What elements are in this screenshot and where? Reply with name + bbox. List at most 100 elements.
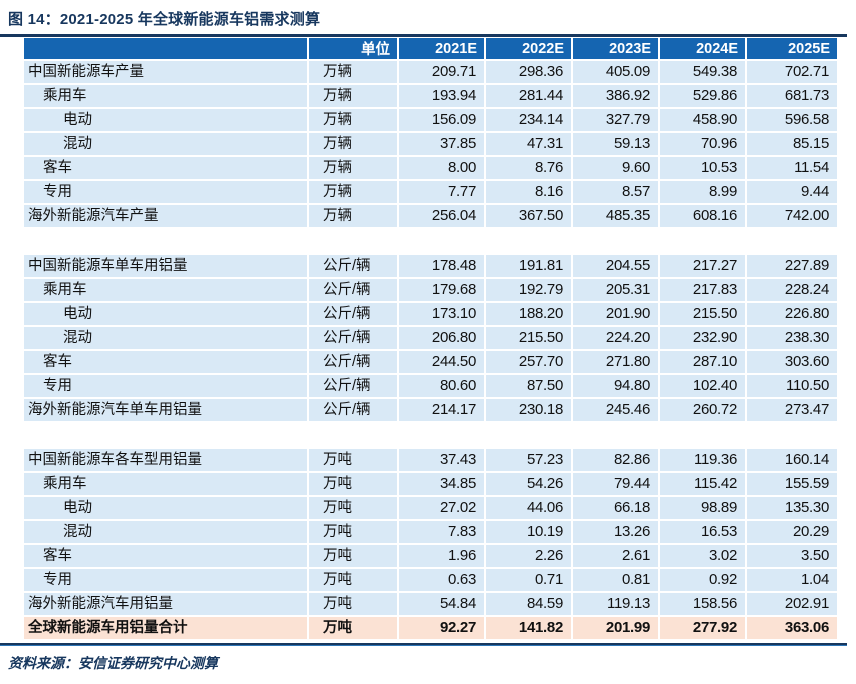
- year-column-header: 2025E: [747, 38, 837, 61]
- cell-value: 82.86: [573, 449, 660, 473]
- cell-value: 205.31: [573, 279, 660, 303]
- cell-value: 260.72: [660, 399, 747, 423]
- cell-value: 79.44: [573, 473, 660, 497]
- cell-value: 7.83: [399, 521, 486, 545]
- cell-value: 238.30: [747, 327, 837, 351]
- cell-value: 217.83: [660, 279, 747, 303]
- cell-value: 215.50: [486, 327, 573, 351]
- row-unit: 万辆: [309, 205, 399, 229]
- table-row: 中国新能源车单车用铝量 公斤/辆 178.48 191.81 204.55 217.27 2…: [24, 255, 837, 279]
- table-row: 专用 万吨 0.63 0.71 0.81 0.92 1.04: [24, 569, 837, 593]
- cell-value: 57.23: [486, 449, 573, 473]
- cell-value: 66.18: [573, 497, 660, 521]
- cell-value: 8.16: [486, 181, 573, 205]
- cell-value: 8.76: [486, 157, 573, 181]
- cell-value: 3.02: [660, 545, 747, 569]
- cell-value: 9.44: [747, 181, 837, 205]
- table-row: 客车 万吨 1.96 2.26 2.61 3.02 3.50: [24, 545, 837, 569]
- cell-value: 87.50: [486, 375, 573, 399]
- table-row: 专用 公斤/辆 80.60 87.50 94.80 102.40 110.50: [24, 375, 837, 399]
- gap-cell: [24, 229, 837, 255]
- row-label: 混动: [24, 327, 309, 351]
- table-bottom-rule: [0, 643, 847, 646]
- table-row: 海外新能源汽车产量 万辆 256.04 367.50 485.35 608.16 742.0…: [24, 205, 837, 229]
- table-row: 海外新能源汽车单车用铝量 公斤/辆 214.17 230.18 245.46 260.72…: [24, 399, 837, 423]
- cell-value: 2.61: [573, 545, 660, 569]
- row-label: 客车: [24, 545, 309, 569]
- row-unit: 万辆: [309, 133, 399, 157]
- row-unit: 公斤/辆: [309, 327, 399, 351]
- table-row: 混动 公斤/辆 206.80 215.50 224.20 232.90 238.30: [24, 327, 837, 351]
- cell-value: 485.35: [573, 205, 660, 229]
- row-label: 乘用车: [24, 85, 309, 109]
- cell-value: 228.24: [747, 279, 837, 303]
- cell-value: 8.99: [660, 181, 747, 205]
- table-header-row: 单位 2021E 2022E 2023E 2024E 2025E: [24, 38, 837, 61]
- total-row: 全球新能源车用铝量合计 万吨 92.27 141.82 201.99 277.92 363.…: [24, 617, 837, 641]
- row-label: 电动: [24, 109, 309, 133]
- cell-value: 271.80: [573, 351, 660, 375]
- cell-value: 47.31: [486, 133, 573, 157]
- cell-value: 3.50: [747, 545, 837, 569]
- table-row: 乘用车 公斤/辆 179.68 192.79 205.31 217.83 228.24: [24, 279, 837, 303]
- row-label: 混动: [24, 521, 309, 545]
- row-label: 电动: [24, 303, 309, 327]
- cell-value: 92.27: [399, 617, 486, 641]
- row-label: 乘用车: [24, 279, 309, 303]
- table-row: 客车 公斤/辆 244.50 257.70 271.80 287.10 303.60: [24, 351, 837, 375]
- row-unit: 万辆: [309, 109, 399, 133]
- row-label: 客车: [24, 157, 309, 181]
- cell-value: 244.50: [399, 351, 486, 375]
- cell-value: 245.46: [573, 399, 660, 423]
- cell-value: 191.81: [486, 255, 573, 279]
- cell-value: 214.17: [399, 399, 486, 423]
- row-unit: 万吨: [309, 617, 399, 641]
- cell-value: 201.99: [573, 617, 660, 641]
- row-unit: 万辆: [309, 61, 399, 85]
- table-row: 电动 万辆 156.09 234.14 327.79 458.90 596.58: [24, 109, 837, 133]
- table-row: 中国新能源车产量 万辆 209.71 298.36 405.09 549.38 702.71: [24, 61, 837, 85]
- cell-value: 405.09: [573, 61, 660, 85]
- row-label: 中国新能源车各车型用铝量: [24, 449, 309, 473]
- cell-value: 363.06: [747, 617, 837, 641]
- row-unit: 万吨: [309, 473, 399, 497]
- cell-value: 178.48: [399, 255, 486, 279]
- cell-value: 256.04: [399, 205, 486, 229]
- table-row: 混动 万辆 37.85 47.31 59.13 70.96 85.15: [24, 133, 837, 157]
- cell-value: 20.29: [747, 521, 837, 545]
- cell-value: 94.80: [573, 375, 660, 399]
- cell-value: 217.27: [660, 255, 747, 279]
- row-label: 海外新能源汽车产量: [24, 205, 309, 229]
- cell-value: 257.70: [486, 351, 573, 375]
- row-label: 乘用车: [24, 473, 309, 497]
- cell-value: 27.02: [399, 497, 486, 521]
- cell-value: 160.14: [747, 449, 837, 473]
- cell-value: 119.13: [573, 593, 660, 617]
- cell-value: 458.90: [660, 109, 747, 133]
- cell-value: 0.63: [399, 569, 486, 593]
- table-row: 电动 公斤/辆 173.10 188.20 201.90 215.50 226.80: [24, 303, 837, 327]
- row-label: 海外新能源汽车单车用铝量: [24, 399, 309, 423]
- year-column-header: 2022E: [486, 38, 573, 61]
- section-gap-row: [24, 229, 837, 255]
- table-row: 客车 万辆 8.00 8.76 9.60 10.53 11.54: [24, 157, 837, 181]
- cell-value: 13.26: [573, 521, 660, 545]
- cell-value: 298.36: [486, 61, 573, 85]
- cell-value: 98.89: [660, 497, 747, 521]
- cell-value: 0.81: [573, 569, 660, 593]
- row-label: 海外新能源汽车用铝量: [24, 593, 309, 617]
- cell-value: 119.36: [660, 449, 747, 473]
- row-unit: 万吨: [309, 569, 399, 593]
- row-label: 中国新能源车产量: [24, 61, 309, 85]
- cell-value: 303.60: [747, 351, 837, 375]
- row-unit: 公斤/辆: [309, 399, 399, 423]
- label-column-header: [24, 38, 309, 61]
- cell-value: 115.42: [660, 473, 747, 497]
- cell-value: 281.44: [486, 85, 573, 109]
- row-unit: 万辆: [309, 85, 399, 109]
- cell-value: 9.60: [573, 157, 660, 181]
- cell-value: 742.00: [747, 205, 837, 229]
- row-label: 专用: [24, 569, 309, 593]
- row-unit: 公斤/辆: [309, 303, 399, 327]
